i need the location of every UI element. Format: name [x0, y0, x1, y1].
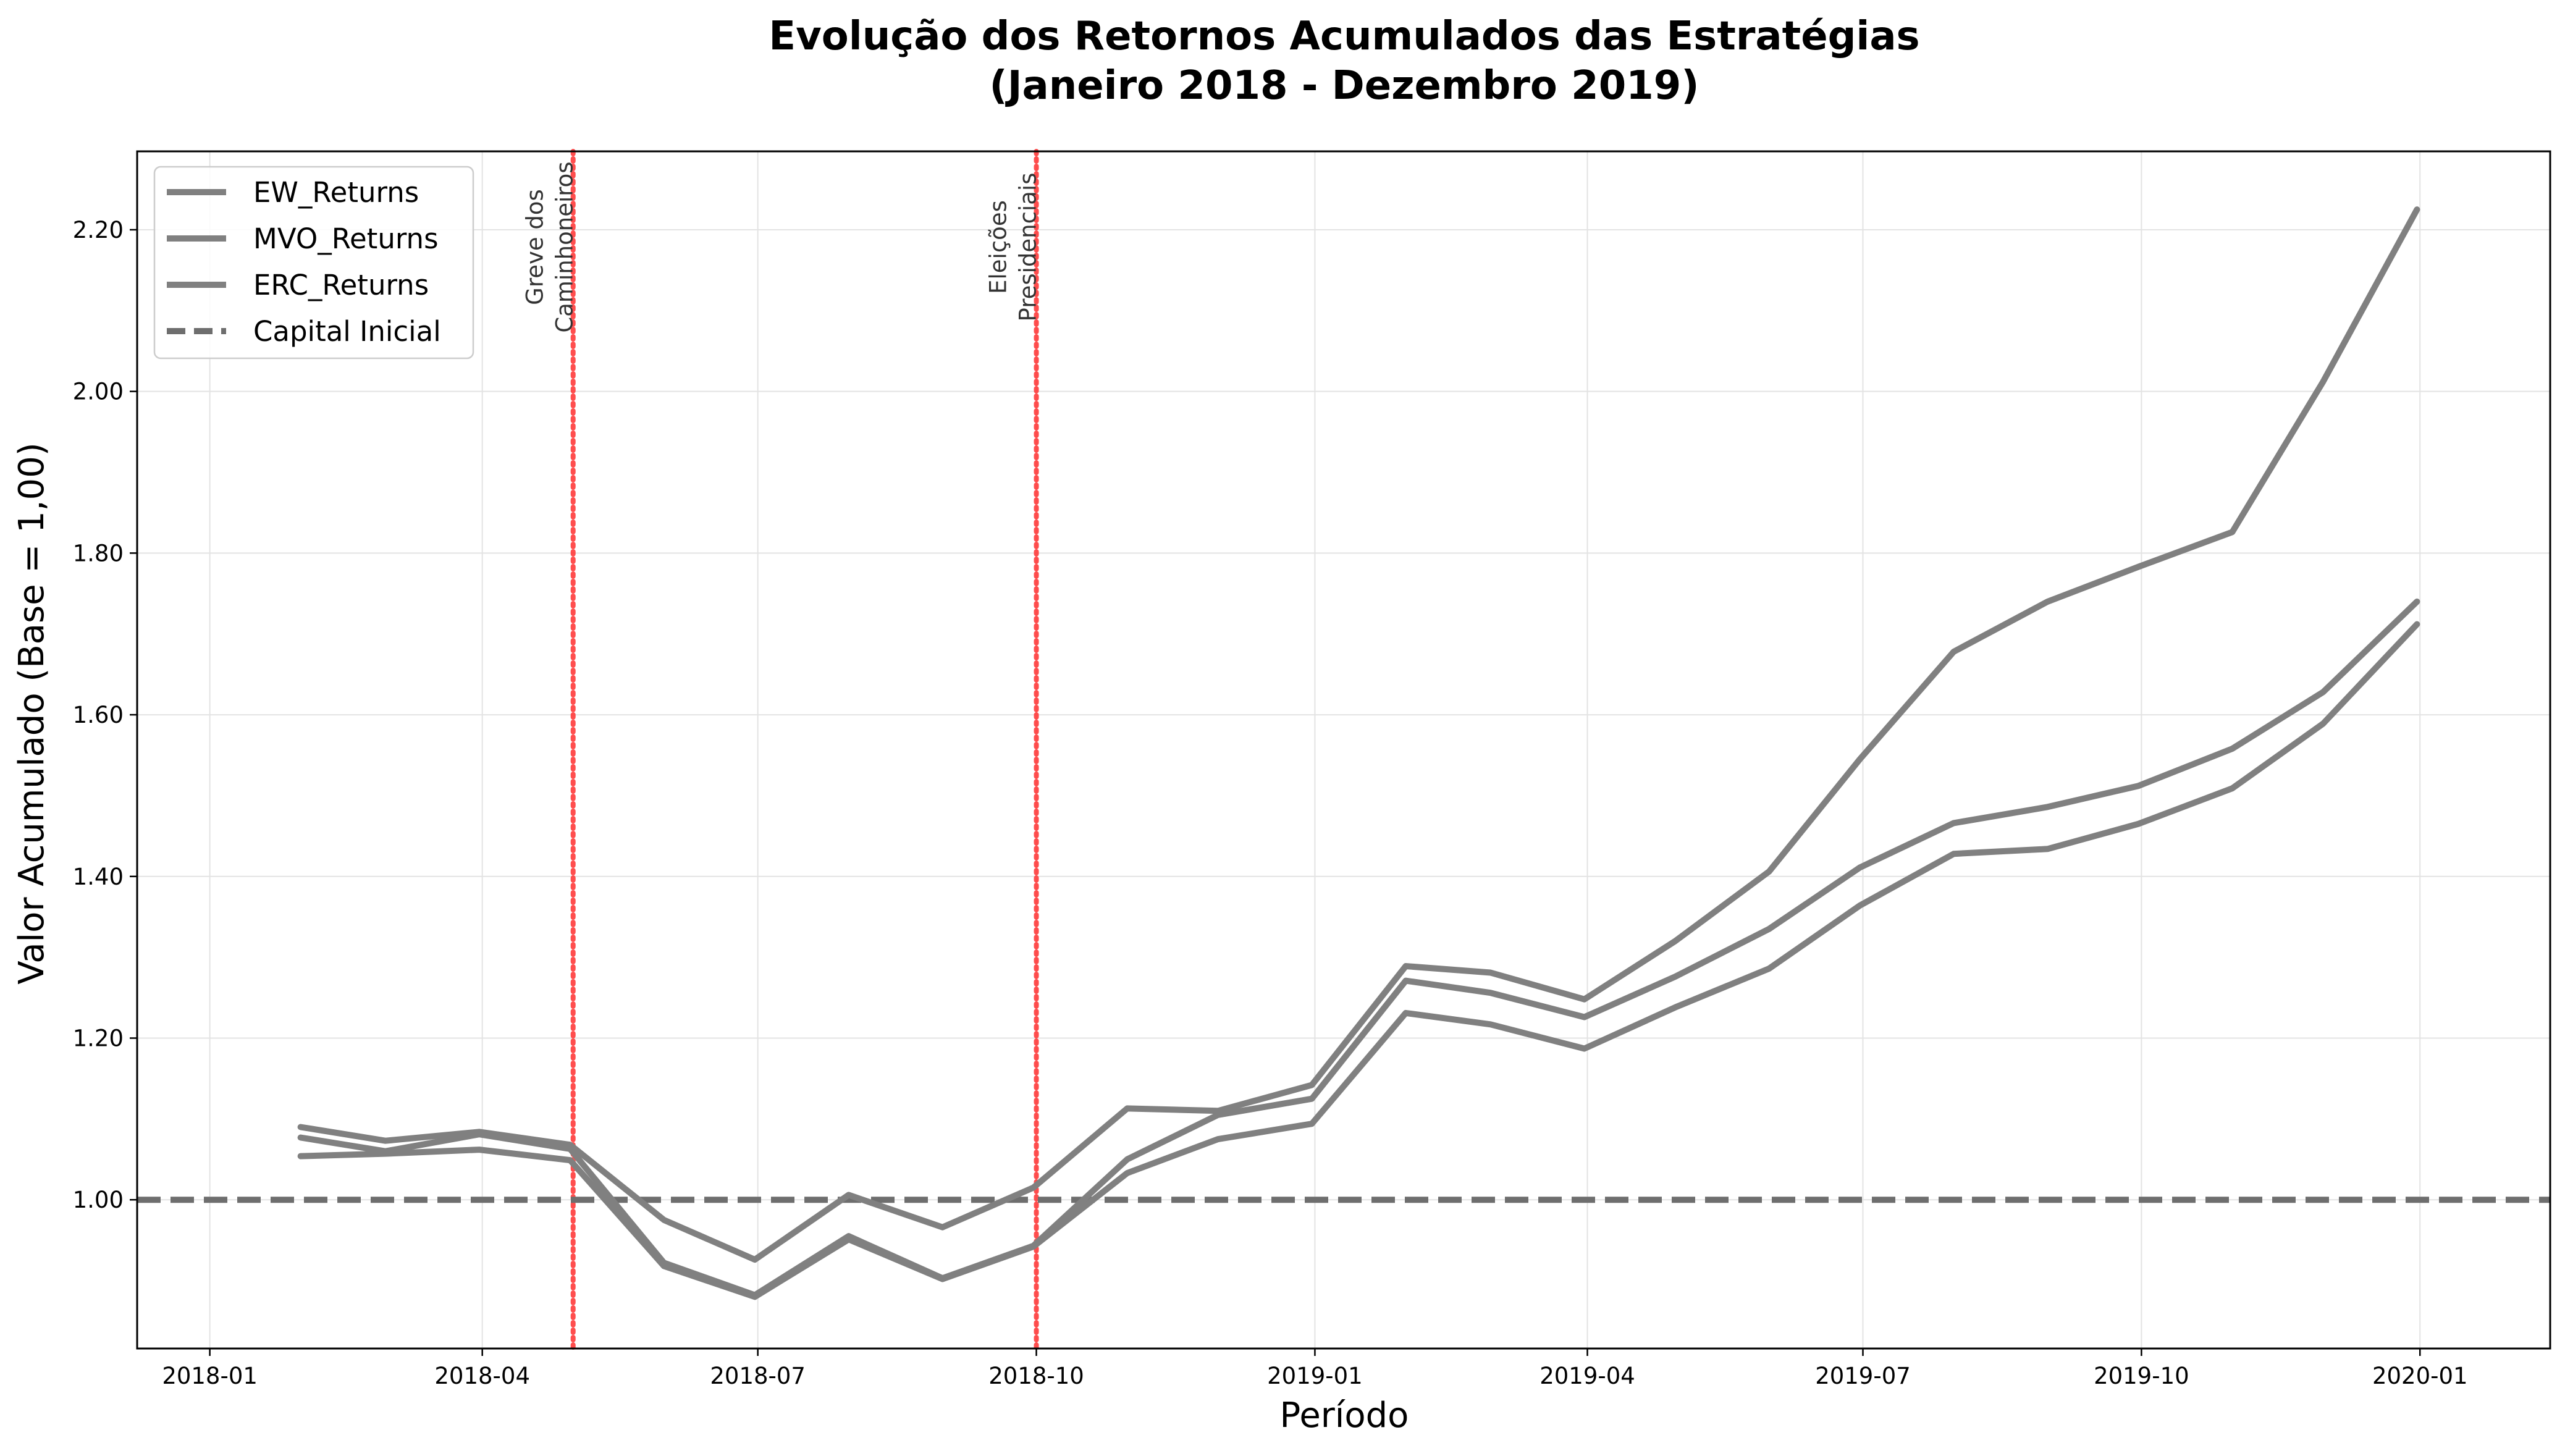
x-tick-label-2018-04: 2018-04 [434, 1363, 530, 1389]
plot-area-frame [136, 150, 2551, 1350]
series-line-erc-returns [297, 621, 2420, 1300]
legend-label-mvo-returns: MVO_Returns [253, 222, 439, 255]
x-tick-label-2018-10: 2018-10 [988, 1363, 1084, 1389]
legend-label-ew-returns: EW_Returns [253, 176, 419, 209]
legend-box [153, 166, 474, 360]
y-tick-label-2.00: 2.00 [73, 379, 124, 405]
y-axis-ticks: 1.00 1.20 1.40 1.60 1.80 2.00 2.20 [73, 217, 137, 1213]
legend-label-erc-returns: ERC_Returns [253, 269, 429, 301]
x-tick-label-2019-10: 2019-10 [2094, 1363, 2189, 1389]
x-tick-label-2019-04: 2019-04 [1539, 1363, 1635, 1389]
x-tick-label-2019-01: 2019-01 [1267, 1363, 1363, 1389]
event-label-2-line-1: Eleições [985, 200, 1012, 294]
series-line-mvo-returns [297, 206, 2420, 1263]
y-tick-label-2.20: 2.20 [73, 217, 124, 243]
chart-title-line-2: (Janeiro 2018 - Dezembro 2019) [989, 63, 1699, 109]
x-tick-label-2018-01: 2018-01 [162, 1363, 258, 1389]
x-tick-label-2020-01: 2020-01 [2372, 1363, 2468, 1389]
y-tick-label-1.40: 1.40 [73, 864, 124, 890]
x-tick-label-2019-07: 2019-07 [1815, 1363, 1911, 1389]
x-tick-label-2018-07: 2018-07 [710, 1363, 806, 1389]
event-markers: Greve dos Caminhoneiros Eleições Presidenci… [522, 149, 1042, 1351]
y-tick-label-1.20: 1.20 [73, 1025, 124, 1052]
x-axis-label: Período [1280, 1395, 1409, 1436]
event-label-1-line-1: Greve dos [522, 189, 549, 305]
chart-title-line-1: Evolução dos Retornos Acumulados das Est… [769, 14, 1919, 59]
x-axis-ticks: 2018-01 2018-04 2018-07 2018-10 2019-01 2019-… [162, 1349, 2468, 1389]
event-label-2-line-2: Presidenciais [1015, 173, 1042, 322]
y-tick-label-1.80: 1.80 [73, 540, 124, 566]
series-lines [297, 206, 2420, 1300]
legend: EW_Returns MVO_Returns ERC_Returns Capital … [153, 166, 474, 360]
y-tick-label-1.60: 1.60 [73, 702, 124, 728]
y-axis-label: Valor Acumulado (Base = 1,00) [12, 442, 52, 984]
legend-label-capital-inicial: Capital Inicial [253, 315, 441, 348]
event-label-1-line-2: Caminhoneiros [552, 161, 578, 332]
y-tick-label-1.00: 1.00 [73, 1187, 124, 1213]
